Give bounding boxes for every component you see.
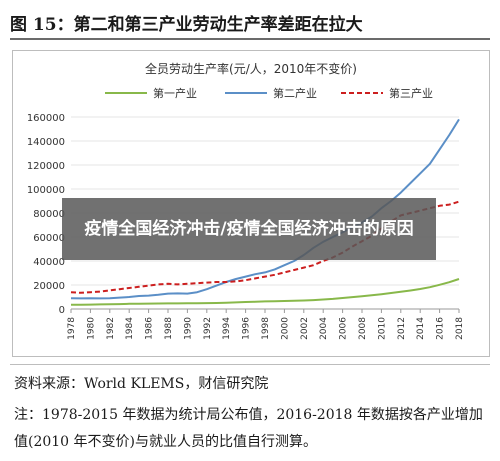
y-tick-label: 100000 (27, 185, 65, 196)
x-tick-label: 1980 (86, 317, 96, 340)
x-tick-label: 1998 (261, 317, 271, 340)
line-chart: 全员劳动生产率(元/人，2010年不变价) 第一产业 第二产业 第三产业 0 2000… (27, 61, 465, 340)
source-divider (10, 364, 490, 365)
headline-overlay: 疫情全国经济冲击/疫情全国经济冲击的原因 (62, 198, 436, 260)
x-tick-label: 2000 (280, 317, 290, 340)
figure-title: 图 15：第二和第三产业劳动生产率差距在拉大 (10, 15, 363, 35)
y-tick-label: 120000 (27, 161, 65, 172)
x-tick-label: 1978 (67, 317, 77, 340)
x-tick-label: 1984 (125, 317, 135, 340)
y-tick-label: 20000 (33, 281, 65, 292)
y-tick-label: 80000 (33, 209, 65, 220)
x-tick-label: 1988 (164, 317, 174, 340)
note-text: 注：1978-2015 年数据为统计局公布值，2016-2018 年数据按各产业… (14, 407, 483, 450)
chart-title: 全员劳动生产率(元/人，2010年不变价) (145, 61, 357, 76)
overlay-text: 疫情全国经济冲击/疫情全国经济冲击的原因 (84, 219, 414, 239)
x-tick-label: 1986 (145, 317, 155, 340)
y-tick-label: 160000 (27, 113, 65, 124)
title-divider (10, 38, 490, 40)
x-tick-label: 2010 (377, 317, 387, 340)
y-tick-label: 0 (59, 305, 65, 316)
y-tick-label: 60000 (33, 233, 65, 244)
x-tick-label: 2016 (436, 317, 446, 340)
x-tick-label: 2014 (416, 317, 426, 340)
x-tick-label: 1992 (203, 317, 213, 340)
x-tick-label: 2006 (339, 317, 349, 340)
x-tick-label: 1982 (106, 317, 116, 340)
legend: 第一产业 第二产业 第三产业 (105, 86, 433, 100)
x-tick-label: 2018 (455, 317, 465, 340)
series-line-1 (70, 278, 460, 306)
source-text: 资料来源：World KLEMS，财信研究院 (14, 376, 269, 392)
x-tick-label: 2008 (358, 317, 368, 340)
y-tick-label: 140000 (27, 137, 65, 148)
axes: 0 20000 40000 60000 80000 100000 120000 140000 1… (27, 113, 465, 340)
y-tick-label: 40000 (33, 257, 65, 268)
legend-label-1: 第一产业 (153, 86, 197, 100)
x-tick-label: 2002 (300, 317, 310, 340)
x-tick-label: 1994 (222, 317, 232, 340)
legend-label-2: 第二产业 (273, 86, 317, 100)
x-tick-label: 1990 (183, 317, 193, 340)
legend-label-3: 第三产业 (389, 86, 433, 100)
x-tick-label: 2012 (397, 317, 407, 340)
x-tick-label: 2004 (319, 317, 329, 340)
x-tick-label: 1996 (242, 317, 252, 340)
